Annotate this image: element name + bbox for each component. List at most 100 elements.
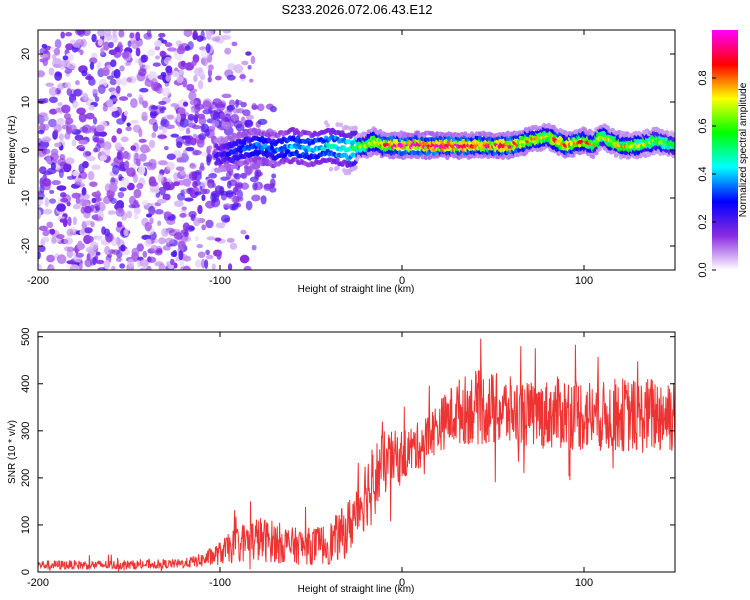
spectrogram-cell — [84, 227, 93, 234]
spectrogram-cell — [139, 87, 149, 93]
spectrogram-cell — [197, 251, 206, 258]
spectrogram-cell — [202, 109, 212, 115]
spectrogram-cell — [213, 37, 221, 42]
spectrogram-cell — [183, 30, 193, 37]
spectrogram-cell — [66, 88, 73, 96]
spectrogram-cell — [74, 134, 84, 141]
spectrogram-cell — [89, 57, 98, 64]
spectrogram-cell — [176, 46, 186, 55]
spectrogram-cell — [194, 191, 202, 196]
spectrogram-cell — [46, 221, 54, 229]
spectrogram-cell — [39, 53, 49, 58]
spectrogram-cell — [101, 147, 111, 158]
spectrogram-cell — [271, 173, 277, 179]
spectrogram-cell — [94, 216, 104, 222]
spectrogram-cell — [125, 126, 132, 132]
spectrogram-cell — [83, 96, 89, 103]
spectrogram-y-label: Frequency (Hz) — [7, 116, 18, 185]
spectrogram-cell — [210, 110, 220, 120]
spectrogram-cell — [189, 163, 197, 169]
spectrogram-cell — [201, 194, 206, 202]
spectrogram-cell — [90, 221, 95, 228]
spectrogram-cell — [111, 265, 116, 270]
spectrogram-cell — [216, 101, 226, 112]
spectrogram-cell — [100, 47, 105, 56]
spectrogram-cell — [87, 170, 95, 181]
spectrogram-cell — [239, 74, 246, 80]
spectrogram-cell — [141, 200, 149, 206]
spectrogram-cell — [57, 83, 65, 91]
spectrogram-cell — [208, 172, 218, 179]
spectrogram-cell — [138, 165, 146, 176]
spectrogram-cell — [71, 192, 81, 199]
spectrogram-cell — [111, 135, 117, 143]
spectrogram-cell — [38, 70, 46, 78]
spectrogram-cell — [61, 104, 71, 114]
spectrogram-cell — [46, 167, 57, 175]
spectrogram-cell — [126, 122, 131, 127]
spectrogram-cell — [95, 124, 105, 133]
spectrogram-cell — [92, 116, 98, 125]
spectrogram-cell — [235, 196, 244, 202]
spectrogram-cell — [138, 94, 144, 103]
spectrogram-cell — [186, 83, 195, 91]
spectrogram-cell — [214, 237, 222, 242]
x-tick-label: 0 — [399, 275, 405, 287]
spectrogram-cell — [205, 43, 211, 54]
spectrogram-cell — [202, 100, 212, 111]
spectrogram-cell — [671, 137, 675, 142]
spectrogram-cell — [92, 88, 98, 94]
spectrogram-cell — [154, 40, 162, 47]
spectrogram-cell — [126, 167, 136, 177]
spectrogram-cell — [78, 147, 85, 152]
spectrogram-cell — [204, 128, 211, 137]
spectrogram-cell — [41, 43, 48, 49]
spectrogram-cell — [353, 130, 358, 136]
spectrogram-cell — [85, 75, 94, 81]
spectrogram-cell — [38, 245, 46, 253]
spectrogram-cell — [201, 151, 208, 157]
spectrogram-x-label: Height of straight line (km) — [298, 284, 415, 295]
spectrogram-cell — [181, 178, 192, 187]
spectrogram-cell — [207, 179, 215, 189]
spectrogram-cell — [163, 56, 173, 65]
spectrogram-cell — [107, 253, 113, 259]
spectrogram-cell — [79, 49, 84, 56]
spectrogram-cell — [42, 123, 50, 131]
x-tick-label: -100 — [209, 275, 231, 287]
spectrogram-cell — [123, 228, 129, 237]
spectrogram-cell — [80, 206, 85, 214]
colorbar-ticks: 0.0 0.2 0.4 0.6 0.8 — [697, 70, 716, 278]
spectrogram-cell — [220, 214, 231, 223]
spectrogram-cell — [58, 133, 64, 141]
spectrogram-cell — [179, 169, 186, 176]
y-tick-label: 500 — [20, 328, 32, 346]
spectrogram-cell — [335, 122, 340, 127]
spectrogram-cell — [103, 259, 111, 270]
spectrogram-cell — [83, 194, 90, 200]
spectrogram-cell — [226, 104, 236, 111]
spectrogram-cell — [78, 198, 88, 207]
spectrogram-cell — [212, 193, 217, 204]
spectrogram-cell — [263, 143, 268, 149]
spectrogram-cell — [197, 79, 204, 90]
spectrogram-cell — [152, 122, 159, 132]
spectrogram-cell — [43, 115, 49, 122]
spectrogram-cell — [108, 41, 114, 49]
spectrogram-cell — [187, 113, 195, 121]
spectrogram-cell — [56, 254, 67, 265]
spectrogram-cell — [196, 244, 204, 249]
spectrogram-cell — [242, 140, 247, 146]
spectrogram-cell — [348, 134, 353, 139]
spectrogram-cell — [111, 70, 118, 78]
spectrogram-cell — [118, 187, 127, 192]
spectrogram-cell — [181, 206, 187, 211]
spectrogram-cell — [133, 207, 141, 215]
spectrogram-cell — [89, 181, 98, 187]
spectrogram-cell — [239, 254, 250, 264]
spectrogram-cell — [83, 234, 92, 245]
spectrogram-cell — [193, 217, 201, 227]
spectrogram-cell — [250, 55, 256, 65]
spectrogram-cell — [91, 197, 97, 204]
spectrogram-cell — [146, 162, 157, 171]
